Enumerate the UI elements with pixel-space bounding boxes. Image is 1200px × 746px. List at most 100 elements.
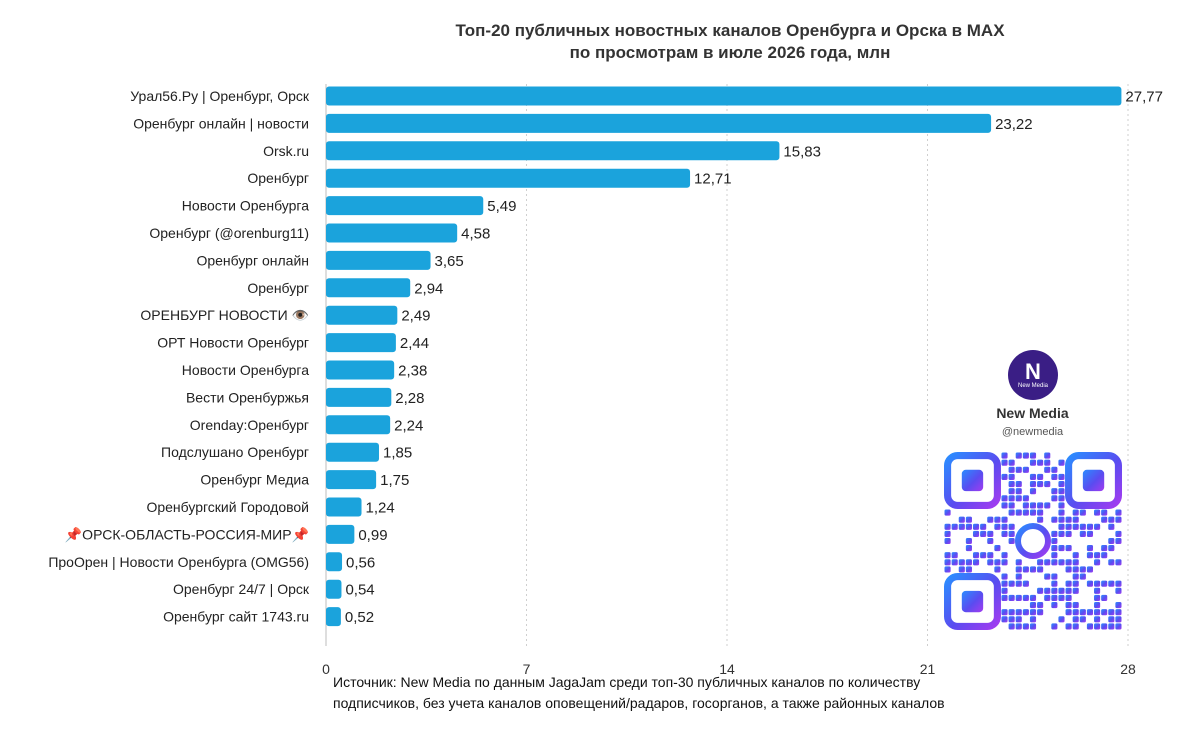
qr-module	[1015, 616, 1022, 623]
qr-module	[1101, 609, 1108, 616]
qr-module	[1079, 616, 1086, 623]
qr-module	[1058, 545, 1065, 552]
bar	[326, 524, 355, 544]
qr-module	[1029, 459, 1037, 466]
bar-value-label: 2,28	[395, 390, 424, 407]
qr-module	[1008, 480, 1015, 488]
qr-module	[1008, 616, 1015, 623]
category-label: Новости Оренбурга	[182, 198, 309, 214]
qr-module	[1065, 623, 1072, 630]
qr-module	[1015, 509, 1022, 516]
qr-module	[958, 566, 965, 573]
qr-module	[1051, 573, 1058, 580]
qr-module	[1051, 516, 1058, 523]
qr-module	[1094, 609, 1101, 616]
bar	[326, 250, 431, 270]
qr-module	[1008, 473, 1015, 480]
qr-center-logo	[1015, 523, 1051, 559]
category-label: Orsk.ru	[263, 143, 309, 159]
qr-module	[1029, 452, 1037, 459]
qr-module	[1001, 580, 1008, 587]
qr-code-icon	[944, 452, 1122, 630]
qr-module	[1086, 552, 1094, 559]
qr-module	[1044, 502, 1051, 509]
logo-subtext: New Media	[1017, 382, 1048, 389]
bar-value-label: 0,56	[346, 554, 375, 571]
qr-module	[1086, 623, 1094, 630]
qr-module	[1051, 602, 1058, 609]
qr-module	[1001, 516, 1008, 523]
category-label: ПроОрен | Новости Оренбурга (OMG56)	[48, 554, 309, 570]
qr-module	[1008, 509, 1015, 516]
qr-module	[1037, 566, 1044, 573]
bar-value-label: 0,54	[345, 582, 374, 599]
qr-module	[1015, 573, 1022, 580]
qr-module	[1108, 609, 1115, 616]
qr-module	[1115, 623, 1122, 630]
qr-module	[1015, 559, 1022, 566]
qr-module	[1058, 502, 1065, 509]
qr-module	[1115, 616, 1122, 623]
qr-module	[994, 566, 1001, 573]
qr-module	[1022, 502, 1029, 509]
qr-module	[1015, 580, 1022, 587]
qr-module	[1001, 459, 1008, 466]
bar-value-label: 1,75	[380, 472, 409, 489]
qr-module	[1037, 602, 1044, 609]
bar	[326, 387, 392, 407]
bar	[326, 470, 377, 490]
chart-title-line2: по просмотрам в июле 2026 года, млн	[569, 43, 891, 62]
qr-module	[1015, 566, 1022, 573]
qr-module	[1079, 523, 1086, 530]
qr-module	[980, 523, 987, 530]
qr-module	[951, 559, 958, 566]
bar	[326, 141, 780, 161]
qr-module	[1022, 452, 1029, 459]
qr-module	[1044, 573, 1051, 580]
qr-module	[1094, 559, 1101, 566]
qr-module	[1094, 623, 1101, 630]
qr-module	[1058, 587, 1065, 594]
bar	[326, 607, 341, 627]
bar	[326, 333, 396, 353]
qr-module	[1001, 495, 1008, 502]
chart-title-line1: Топ-20 публичных новостных каналов Оренб…	[455, 21, 1005, 40]
qr-module	[1044, 466, 1051, 473]
qr-module	[1001, 587, 1008, 594]
qr-module	[1079, 530, 1086, 537]
qr-module	[972, 552, 980, 559]
brand-name: New Media	[996, 405, 1069, 421]
qr-module	[1015, 466, 1022, 473]
qr-module	[1072, 587, 1079, 594]
x-tick-label: 0	[322, 661, 330, 677]
bar	[326, 196, 484, 216]
bar-value-label: 12,71	[694, 171, 732, 188]
qr-module	[1051, 580, 1058, 587]
source-line1: Источник: New Media по данным JagaJam ср…	[333, 674, 921, 690]
qr-module	[1065, 602, 1072, 609]
bar-value-label: 0,52	[345, 609, 374, 626]
qr-module	[1001, 573, 1008, 580]
category-label: Оренбургский Городовой	[146, 499, 309, 515]
bar	[326, 497, 362, 517]
bar-value-label: 23,22	[995, 116, 1033, 133]
qr-module	[958, 516, 965, 523]
qr-module	[1015, 480, 1022, 488]
qr-module	[965, 566, 972, 573]
qr-module	[1037, 587, 1044, 594]
category-label: Оренбург	[247, 170, 309, 186]
qr-module	[1051, 559, 1058, 566]
qr-module	[944, 566, 951, 573]
qr-module	[1086, 530, 1094, 537]
bar	[326, 278, 411, 298]
qr-module	[1044, 459, 1051, 466]
qr-module	[1094, 594, 1101, 602]
qr-module	[1072, 566, 1079, 573]
qr-module	[1051, 473, 1058, 480]
qr-module	[1115, 580, 1122, 587]
qr-module	[965, 516, 972, 523]
bar-value-label: 5,49	[487, 198, 516, 215]
qr-module	[1037, 473, 1044, 480]
bar	[326, 579, 342, 599]
qr-module	[1051, 552, 1058, 559]
